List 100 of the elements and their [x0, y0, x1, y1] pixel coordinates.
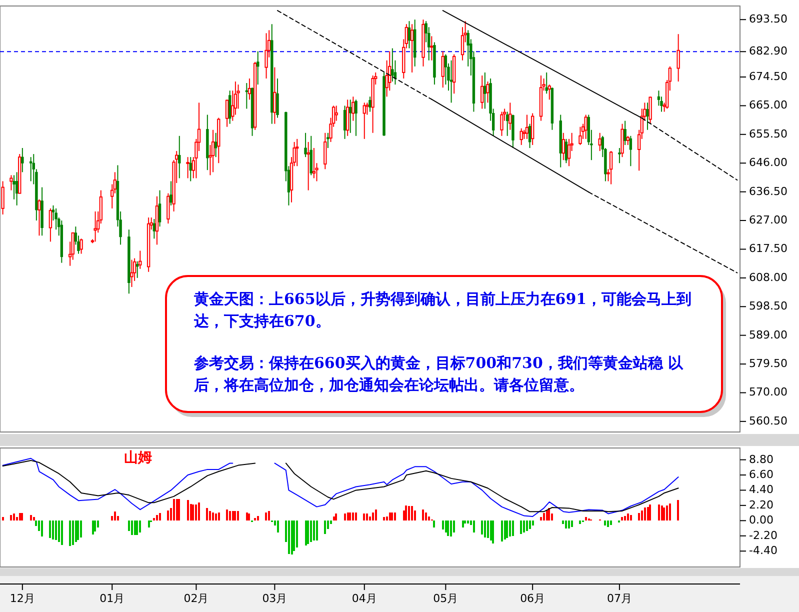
- bar: [134, 520, 136, 536]
- bar: [296, 520, 298, 548]
- candlestick: [362, 102, 366, 140]
- bar: [257, 516, 259, 521]
- candlestick: [618, 148, 621, 164]
- bar: [97, 520, 99, 528]
- bar: [473, 520, 475, 532]
- candlestick: [158, 190, 162, 228]
- candlestick: [410, 24, 414, 73]
- bar: [206, 508, 208, 521]
- candlestick: [248, 78, 252, 100]
- candlestick: [525, 114, 529, 140]
- bar: [352, 512, 354, 521]
- candlestick: [10, 174, 13, 191]
- bar: [433, 520, 435, 528]
- bar: [529, 520, 531, 529]
- candlestick: [480, 74, 484, 110]
- bar: [481, 520, 483, 534]
- bar: [178, 499, 180, 521]
- candlestick: [484, 72, 486, 110]
- y-tick-label: 2.20: [749, 498, 774, 512]
- bar: [389, 512, 391, 521]
- bar: [411, 506, 413, 521]
- bar: [445, 520, 447, 532]
- candlestick: [306, 141, 310, 191]
- bar: [69, 520, 71, 546]
- bar: [375, 510, 377, 521]
- bar: [33, 517, 35, 521]
- candlestick: [38, 198, 41, 236]
- candlestick: [94, 210, 97, 242]
- candlestick: [352, 96, 355, 122]
- bar: [641, 510, 643, 521]
- candlestick: [391, 48, 394, 82]
- bar: [408, 506, 410, 521]
- bar: [540, 517, 542, 521]
- candlestick: [528, 123, 532, 148]
- bar: [72, 520, 74, 545]
- y-tick-label: 579.50: [749, 357, 788, 370]
- candlestick: [48, 208, 52, 242]
- y-tick-label: 598.50: [749, 300, 788, 313]
- y-tick-label: 4.40: [749, 483, 774, 496]
- bar: [232, 510, 234, 521]
- candlestick: [29, 156, 32, 182]
- bar: [520, 520, 522, 534]
- bar: [131, 520, 133, 536]
- bar: [568, 520, 570, 528]
- x-tick-label: 12月: [10, 592, 35, 605]
- candlestick: [506, 111, 509, 136]
- bar: [604, 520, 606, 526]
- bar: [669, 503, 671, 521]
- candlestick: [486, 81, 490, 104]
- bar: [237, 510, 239, 521]
- bar: [543, 513, 545, 521]
- bar: [246, 512, 248, 521]
- candlestick: [346, 99, 350, 136]
- bar: [647, 506, 649, 521]
- y-tick-label: 646.00: [749, 156, 788, 170]
- annotation: 黄金天图：上665以后，升势得到确认，目前上压力在691，可能会马上到达，下支持在670。: [194, 289, 693, 332]
- bar: [344, 514, 346, 521]
- candlestick: [152, 218, 156, 240]
- bar: [111, 516, 113, 521]
- candlestick: [564, 138, 568, 164]
- bar: [644, 508, 646, 521]
- y-tick-label: 608.00: [749, 270, 788, 284]
- y-tick-label: 665.00: [749, 98, 788, 112]
- bar: [19, 513, 21, 521]
- bar: [192, 504, 194, 521]
- candlestick: [609, 150, 613, 185]
- bar: [464, 520, 466, 524]
- candlestick: [15, 172, 18, 206]
- bar: [288, 520, 290, 554]
- bar: [153, 518, 155, 521]
- x-tick-label: 01月: [100, 592, 125, 605]
- candlestick: [530, 112, 534, 146]
- candlestick: [326, 132, 330, 148]
- bar: [414, 510, 416, 521]
- bar: [291, 520, 293, 555]
- bar: [484, 520, 486, 538]
- bar: [212, 512, 214, 521]
- candlestick: [584, 114, 588, 140]
- bar: [2, 517, 4, 521]
- y-tick-label: 589.00: [749, 328, 788, 342]
- bar: [666, 505, 668, 521]
- bar: [509, 520, 511, 537]
- candlestick: [189, 156, 192, 182]
- candlestick: [354, 99, 358, 136]
- bar: [579, 520, 581, 524]
- bar: [607, 520, 609, 527]
- bar: [661, 505, 663, 521]
- bar: [610, 520, 612, 525]
- bar: [369, 516, 371, 521]
- candlestick: [450, 60, 453, 104]
- candlestick: [624, 120, 626, 146]
- bar: [139, 520, 141, 532]
- candlestick: [598, 132, 602, 152]
- bar: [663, 508, 665, 521]
- bar: [114, 512, 116, 521]
- candlestick: [620, 123, 624, 158]
- bar: [190, 504, 192, 521]
- bar: [571, 520, 573, 527]
